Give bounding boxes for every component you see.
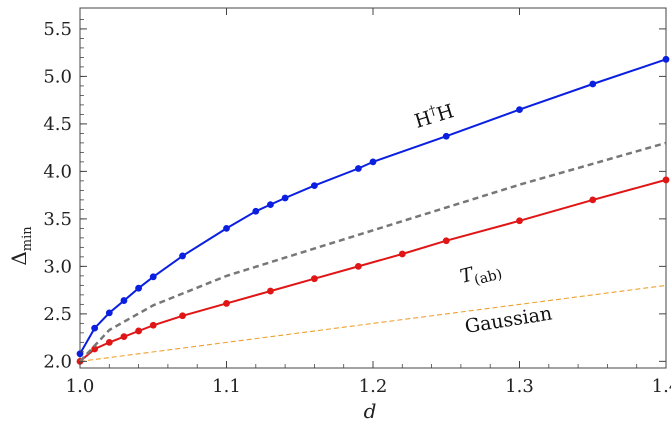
series-layer — [76, 55, 670, 365]
series-0-point — [662, 55, 670, 63]
y-axis-title-main: Δ — [7, 251, 31, 265]
y-tick-label: 4.5 — [43, 114, 72, 135]
series-1-point — [105, 338, 113, 346]
series-0-point — [149, 273, 157, 281]
series-line-1 — [79, 178, 667, 363]
y-tick-label: 3.5 — [43, 209, 72, 230]
series-1-point — [516, 217, 523, 225]
y-tick-label: 4.0 — [43, 161, 72, 182]
series-1-point — [442, 237, 450, 245]
series-0-point — [223, 224, 230, 232]
x-tick-label: 1.1 — [212, 376, 241, 397]
plot-border — [79, 7, 667, 369]
label-tab: T(ab) — [458, 257, 504, 292]
y-tick-label: 5.0 — [43, 66, 72, 87]
series-0-point — [252, 207, 260, 215]
series-1-point — [179, 312, 186, 320]
series-0-point — [179, 252, 186, 260]
series-0-point — [589, 80, 597, 88]
series-1-point — [223, 300, 230, 307]
series-0-point — [91, 324, 99, 332]
series-0-point — [135, 284, 143, 292]
series-line-2 — [79, 141, 667, 363]
series-1-point — [91, 345, 99, 353]
series-0-point — [369, 158, 377, 166]
series-1-point — [149, 321, 157, 329]
series-0-point — [354, 165, 362, 172]
series-1-point — [662, 176, 670, 184]
series-0-point — [516, 106, 523, 114]
series-0-point — [76, 350, 84, 358]
series-0-point — [281, 194, 289, 202]
series-1-point — [311, 275, 318, 283]
x-axis-title: d — [364, 399, 377, 423]
plot-frame — [79, 7, 667, 369]
series-0-point — [311, 182, 318, 190]
series-0-point — [442, 132, 450, 140]
ticks-layer: 1.0 1.1 1.2 1.3 1.4 2.0 2.5 3.0 3.5 4.0 4.5 5.0 5.5 — [43, 8, 671, 397]
y-tick-label: 3.0 — [43, 256, 72, 277]
series-1-point — [135, 327, 143, 335]
series-1-point — [120, 333, 128, 341]
x-tick-label: 1.3 — [505, 376, 534, 397]
y-tick-label: 2.5 — [43, 304, 72, 325]
x-tick-label: 1.0 — [66, 376, 95, 397]
label-hdagh: H†H — [411, 98, 456, 133]
series-1-point — [354, 262, 362, 270]
y-tick-label: 2.0 — [43, 351, 72, 372]
label-gaussian: Gaussian — [463, 302, 553, 337]
series-1-point — [267, 287, 274, 295]
series-1-point — [398, 250, 406, 258]
svg-text:Δmin: Δmin — [7, 226, 35, 266]
series-0-point — [105, 309, 113, 317]
y-axis-title: Δmin — [7, 226, 35, 266]
y-tick-label: 5.5 — [43, 19, 72, 40]
series-0-point — [267, 201, 274, 209]
x-tick-label: 1.4 — [652, 376, 671, 397]
y-axis-title-sub: min — [20, 226, 35, 251]
x-tick-label: 1.2 — [359, 376, 388, 397]
series-line-0 — [79, 58, 667, 355]
series-1-point — [589, 196, 597, 204]
series-0-point — [120, 297, 128, 304]
series-line-3 — [79, 284, 667, 362]
